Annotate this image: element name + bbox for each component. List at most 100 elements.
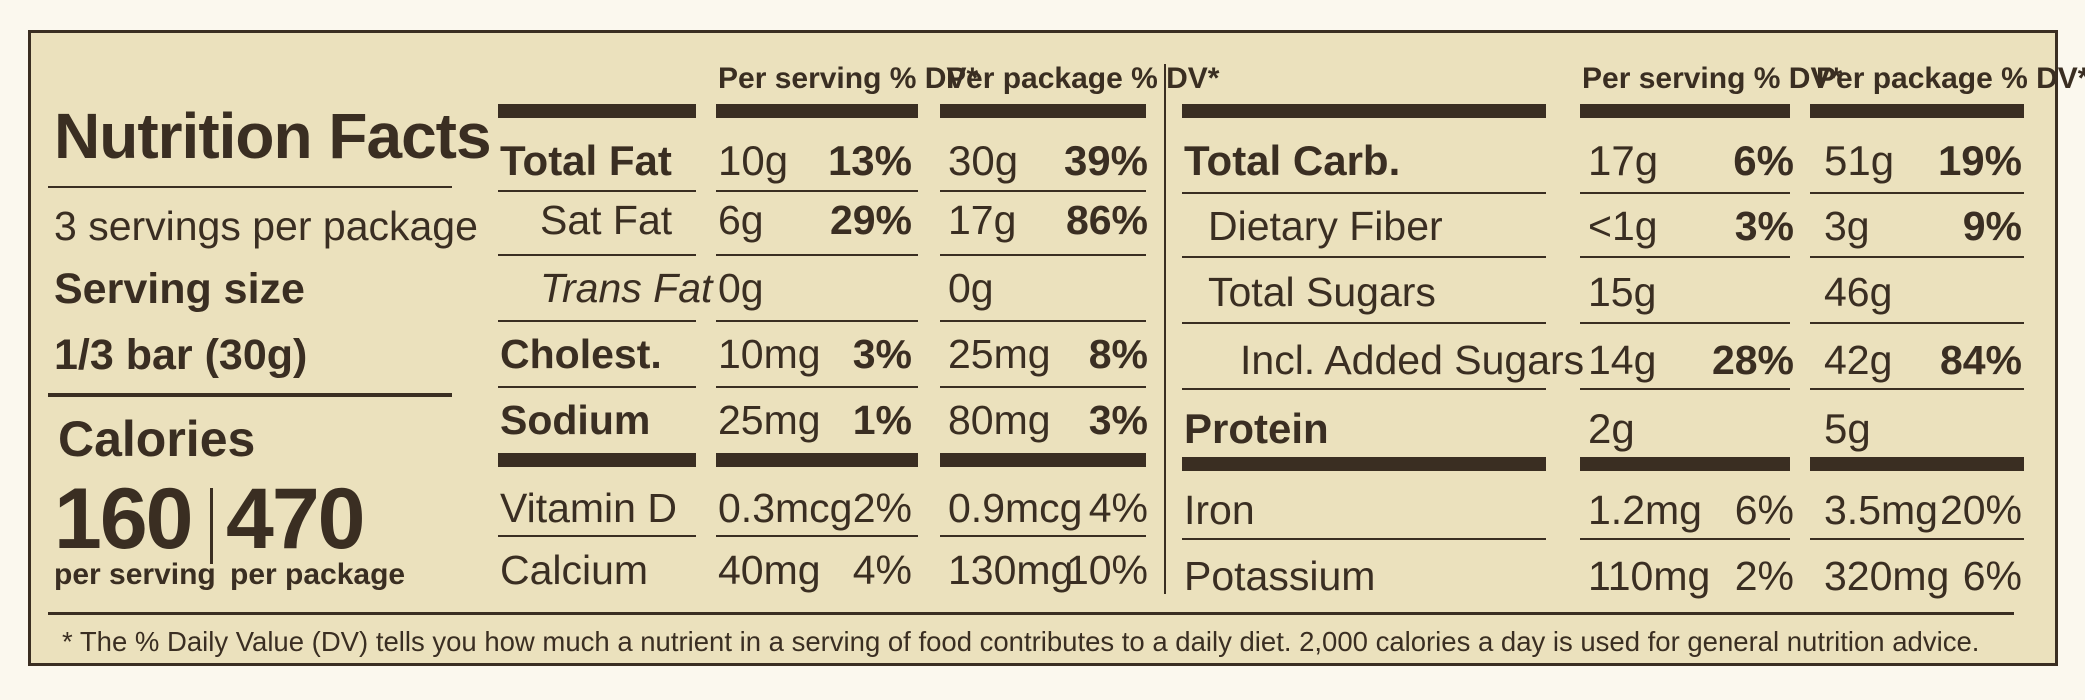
left-package-mid-bar: [940, 453, 1146, 467]
row-rule: [1810, 322, 2024, 324]
per-package-amount: 17g: [948, 197, 1017, 243]
right-serving-header-bar: [1580, 104, 1790, 118]
label-title: Nutrition Facts: [54, 100, 492, 172]
row-rule: [940, 190, 1146, 192]
nutrient-name: Vitamin D: [500, 485, 677, 531]
nutrient-name: Iron: [1184, 487, 1255, 533]
calories-per-serving: 160: [54, 471, 193, 567]
calories-serving-caption: per serving: [54, 558, 216, 591]
serving-rule: [48, 393, 452, 397]
left-serving-mid-bar: [716, 453, 918, 467]
per-serving-dv: 3%: [1734, 203, 1794, 249]
row-rule: [940, 254, 1146, 256]
per-package-dv: 20%: [1939, 487, 2022, 533]
row-rule: [716, 535, 918, 537]
row-rule: [716, 254, 918, 256]
nutrient-name: Calcium: [500, 547, 649, 593]
per-serving-amount: 40mg: [718, 547, 821, 593]
calories-divider: [210, 488, 213, 564]
title-rule: [48, 186, 452, 188]
per-serving-dv: 2%: [1734, 553, 1794, 599]
per-package-dv: 9%: [1962, 203, 2022, 249]
row-rule: [498, 254, 696, 256]
calories-package-caption: per package: [230, 558, 406, 591]
per-package-amount: 3g: [1824, 203, 1870, 249]
left-header-per-serving-dv: % DV*: [889, 62, 979, 95]
nutrient-name: Trans Fat: [540, 265, 713, 311]
right-header-per-package: Per package % DV*: [1816, 64, 2085, 94]
per-serving-dv: 1%: [852, 397, 912, 443]
per-serving-amount: 0g: [718, 265, 764, 311]
per-serving-amount: 14g: [1588, 337, 1657, 383]
per-serving-amount: 1.2mg: [1588, 487, 1702, 533]
per-serving-amount: 2g: [1588, 405, 1635, 452]
per-serving-dv: 4%: [852, 547, 912, 593]
per-package-amount: 320mg: [1824, 553, 1950, 599]
row-rule: [1580, 538, 1790, 540]
nutrient-name: Sodium: [500, 397, 651, 443]
calories-label: Calories: [58, 411, 256, 467]
per-serving-dv: 2%: [852, 485, 912, 531]
per-package-dv: 19%: [1937, 137, 2022, 184]
per-package-amount: 51g: [1824, 137, 1895, 184]
right-serving-mid-bar: [1580, 457, 1790, 471]
row-rule: [498, 190, 696, 192]
per-package-amount: 30g: [948, 137, 1019, 184]
nutrient-name: Potassium: [1184, 553, 1376, 599]
per-package-amount: 42g: [1824, 337, 1893, 383]
per-serving-amount: 0.3mcg: [718, 485, 853, 531]
per-package-dv: 6%: [1962, 553, 2022, 599]
per-serving-dv: 13%: [827, 137, 912, 184]
calories-per-package: 470: [226, 471, 365, 567]
serving-size-label: Serving size: [54, 265, 305, 313]
per-serving-dv: 29%: [829, 197, 912, 243]
row-rule: [940, 320, 1146, 322]
per-package-dv: 10%: [1065, 547, 1148, 593]
right-package-header-bar: [1810, 104, 2024, 118]
row-rule: [1810, 192, 2024, 194]
per-package-amount: 46g: [1824, 269, 1893, 315]
per-package-dv: 84%: [1939, 337, 2022, 383]
per-serving-amount: 25mg: [718, 397, 821, 443]
left-header-per-package-dv: % DV*: [1131, 62, 1220, 95]
per-serving-amount: <1g: [1588, 203, 1658, 249]
per-package-dv: 3%: [1088, 397, 1148, 443]
nutrient-name: Total Carb.: [1184, 137, 1401, 184]
right-header-per-package-dv: % DV*: [2001, 62, 2085, 95]
row-rule: [1580, 322, 1790, 324]
per-package-dv: 4%: [1088, 485, 1148, 531]
right-header-per-package-text: Per package: [1816, 62, 1993, 95]
left-header-per-package: Per package % DV*: [946, 64, 1219, 94]
row-rule: [716, 386, 918, 388]
row-rule: [1182, 322, 1546, 324]
per-package-amount: 25mg: [948, 331, 1051, 377]
nutrient-name: Dietary Fiber: [1208, 203, 1443, 249]
right-header-per-serving-dv: % DV*: [1753, 62, 1843, 95]
servings-per-package: 3 servings per package: [54, 203, 478, 249]
row-rule: [1810, 256, 2024, 258]
footnote: * The % Daily Value (DV) tells you how m…: [62, 626, 1980, 657]
row-rule: [1182, 538, 1546, 540]
row-rule: [1182, 388, 1546, 390]
left-serving-header-bar: [716, 104, 918, 118]
row-rule: [1182, 256, 1546, 258]
per-serving-amount: 17g: [1588, 137, 1659, 184]
per-package-amount: 130mg: [948, 547, 1074, 593]
row-rule: [1580, 192, 1790, 194]
per-package-dv: 86%: [1065, 197, 1148, 243]
row-rule: [1810, 538, 2024, 540]
per-package-amount: 0.9mcg: [948, 485, 1083, 531]
row-rule: [940, 386, 1146, 388]
per-serving-dv: 28%: [1711, 337, 1794, 383]
nutrient-name: Total Sugars: [1208, 269, 1436, 315]
nutrition-facts-panel: [28, 30, 2058, 666]
per-serving-amount: 15g: [1588, 269, 1657, 315]
left-header-per-package-text: Per package: [946, 62, 1123, 95]
nutrient-name: Incl. Added Sugars: [1240, 337, 1585, 383]
left-header-per-serving: Per serving % DV*: [718, 64, 978, 94]
per-serving-amount: 10mg: [718, 331, 821, 377]
row-rule: [498, 320, 696, 322]
per-serving-dv: 6%: [1733, 137, 1794, 184]
per-package-dv: 8%: [1088, 331, 1148, 377]
per-package-amount: 5g: [1824, 405, 1871, 452]
